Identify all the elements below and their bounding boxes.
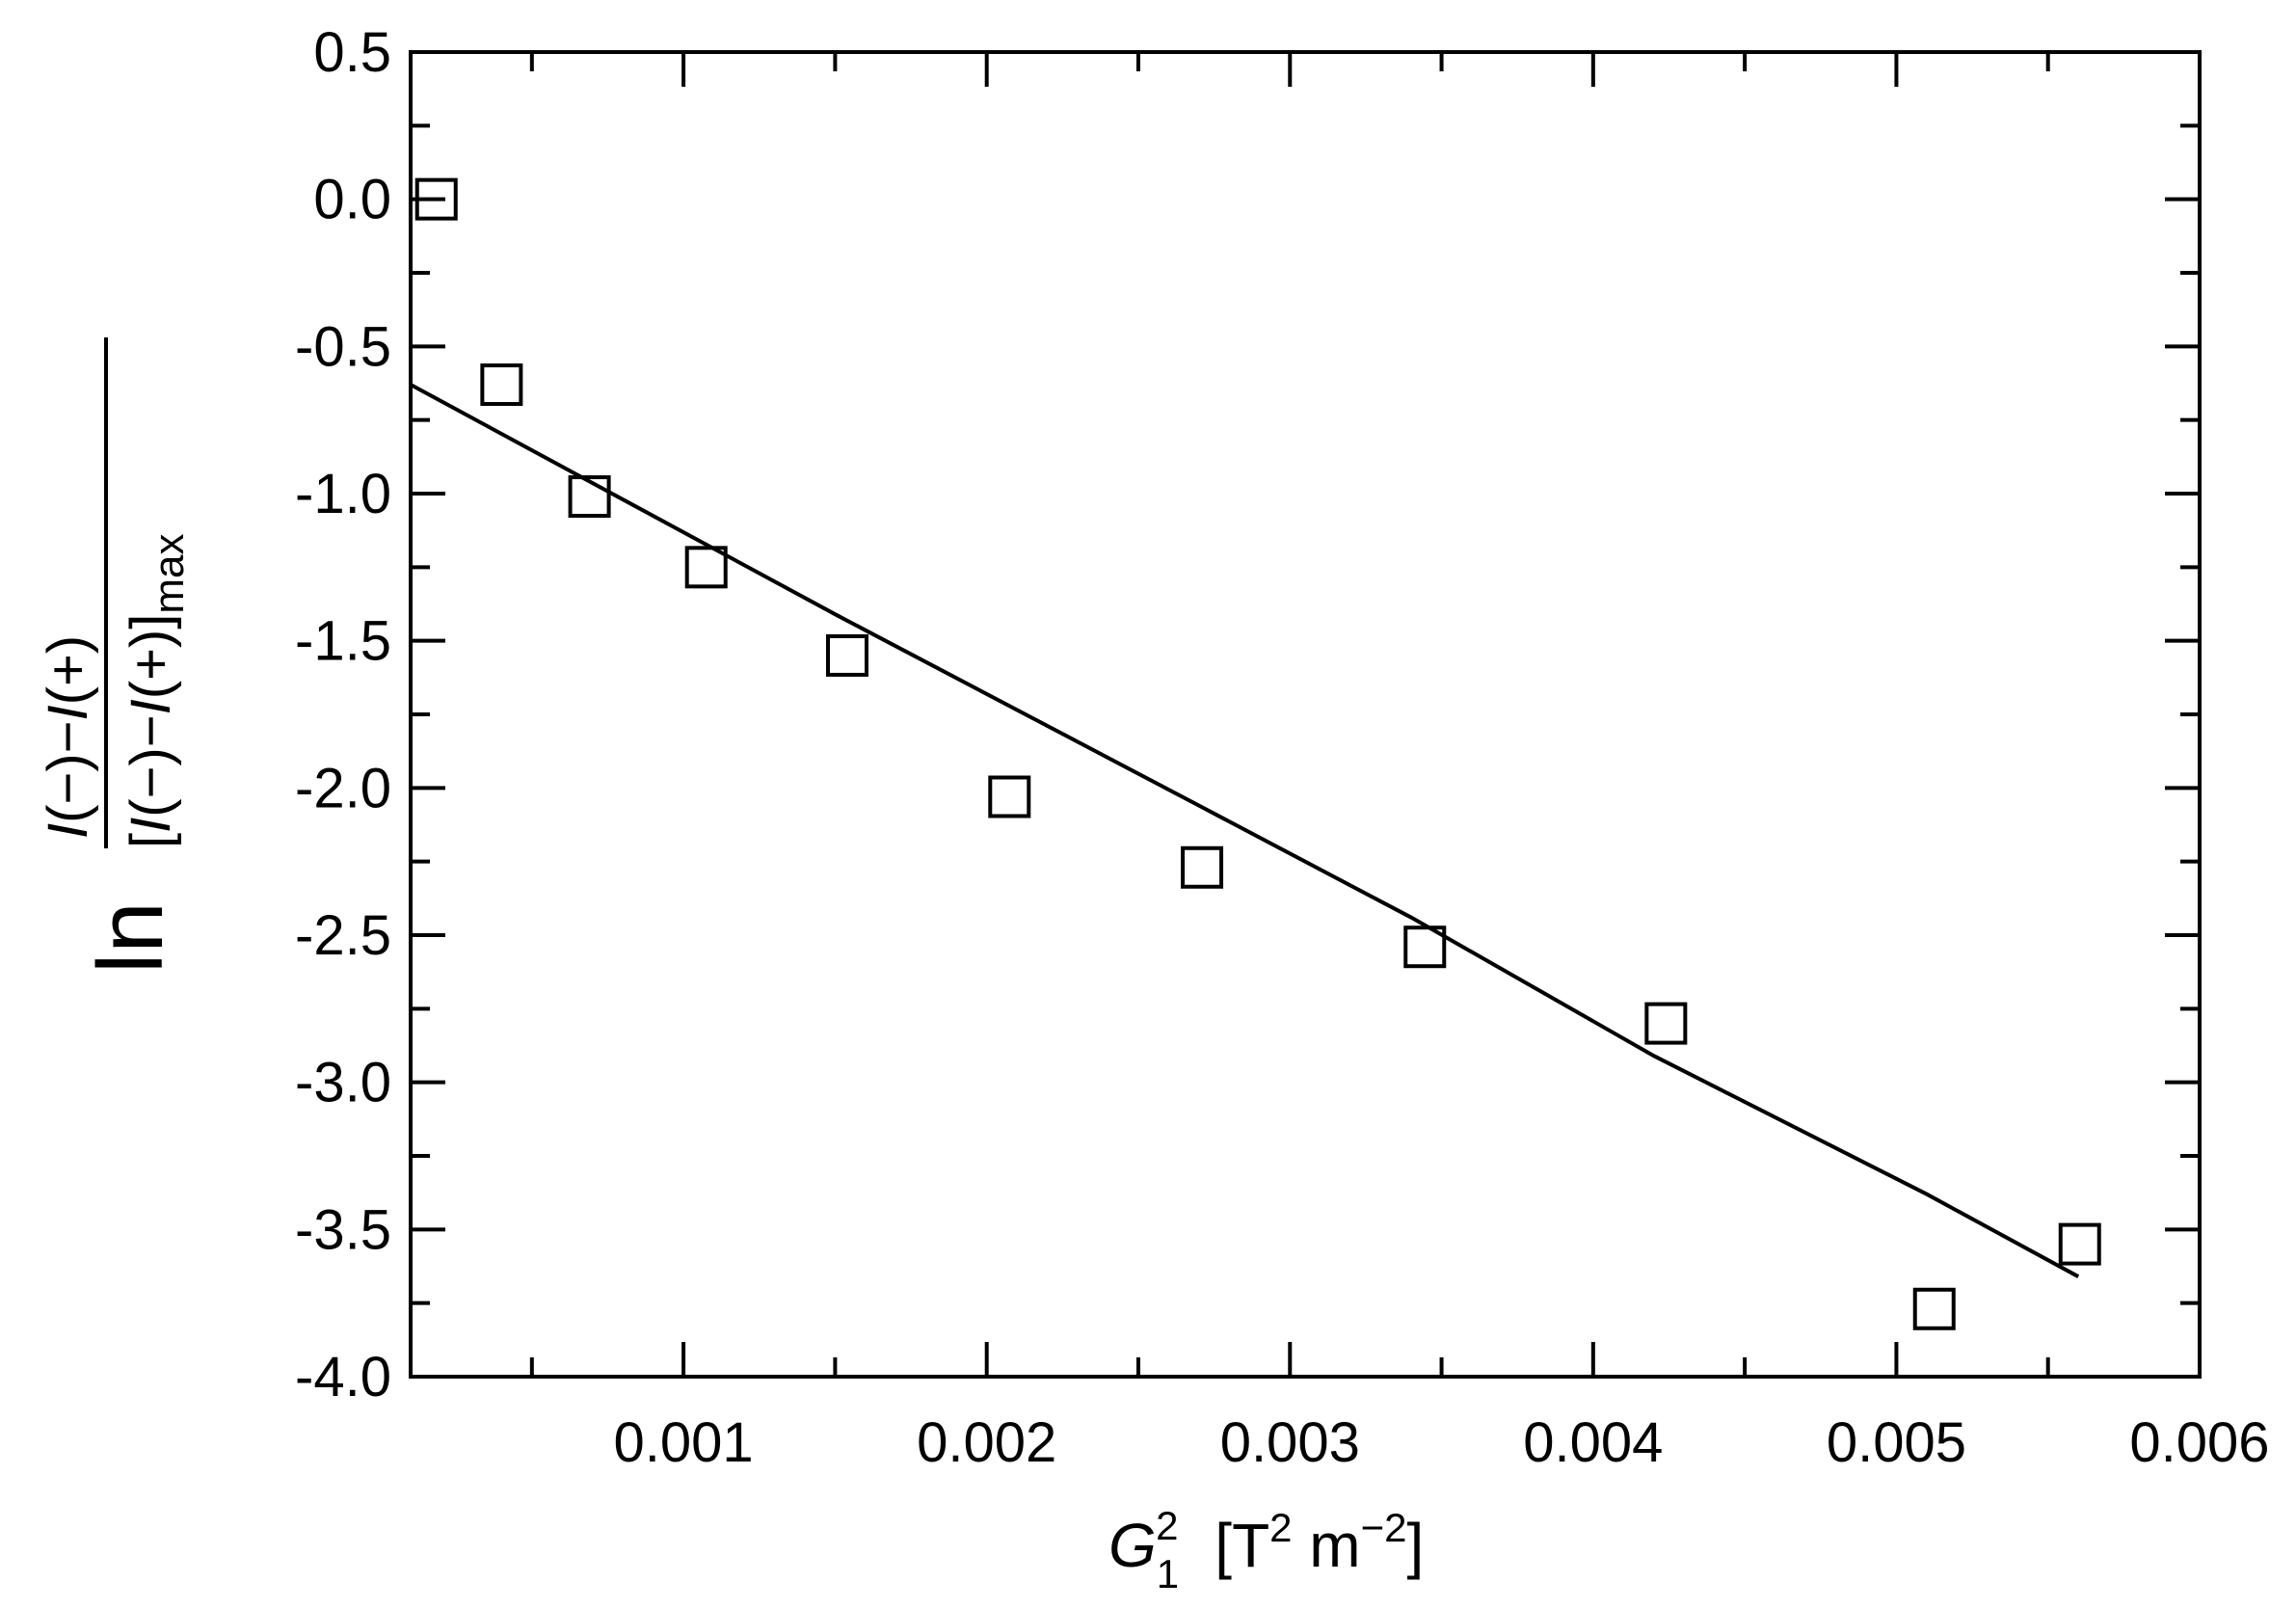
y-tick-label: -3.5 [295, 1198, 391, 1261]
y-tick-label: -2.0 [295, 757, 391, 819]
y-tick-label: -4.0 [295, 1346, 391, 1408]
plot-frame [409, 50, 2202, 1379]
y-tick-label: -3.0 [295, 1052, 391, 1114]
y-tick-label: 0.0 [313, 169, 391, 231]
x-tick-label: 0.006 [2129, 1411, 2269, 1474]
fit-line [410, 383, 2080, 1278]
y-axis-label-denominator: [I(−)−I(+)]max [120, 534, 193, 849]
x-tick-label: 0.004 [1523, 1411, 1663, 1474]
y-axis-label: ln I(−)−I(+) [I(−)−I(+)]max [37, 337, 193, 974]
data-point [1912, 1287, 1956, 1330]
y-tick-label: -1.5 [295, 610, 391, 673]
plot-layer [410, 177, 2101, 1330]
x-axis-label: G12 [T2 m−2] [1108, 1503, 1424, 1596]
x-axis-label-text: G12 [T2 m−2] [1108, 1503, 1424, 1596]
data-point [414, 177, 458, 221]
y-axis-label-numerator: I(−)−I(+) [37, 635, 99, 839]
x-tick-label: 0.001 [614, 1411, 754, 1474]
y-tick-label: -2.5 [295, 904, 391, 967]
data-point [988, 775, 1031, 818]
y-tick-label: -0.5 [295, 315, 391, 378]
data-point [1644, 1002, 1688, 1045]
x-tick-label: 0.005 [1827, 1411, 1966, 1474]
data-point [1181, 845, 1224, 889]
x-tick-label: 0.003 [1220, 1411, 1360, 1474]
data-point [825, 633, 868, 677]
data-point [2058, 1222, 2101, 1266]
x-tick-label: 0.002 [917, 1411, 1056, 1474]
y-axis-label-ln: ln [79, 901, 182, 974]
y-tick-label: 0.5 [313, 21, 391, 84]
data-point [480, 363, 523, 407]
ticks-layer: 0.001 0.002 0.003 0.004 0.005 0.006 0.5 0.0 -0.5… [295, 21, 2270, 1474]
y-tick-label: -1.0 [295, 463, 391, 525]
data-point [568, 475, 611, 519]
data-point [684, 546, 728, 589]
data-point [1403, 925, 1447, 969]
